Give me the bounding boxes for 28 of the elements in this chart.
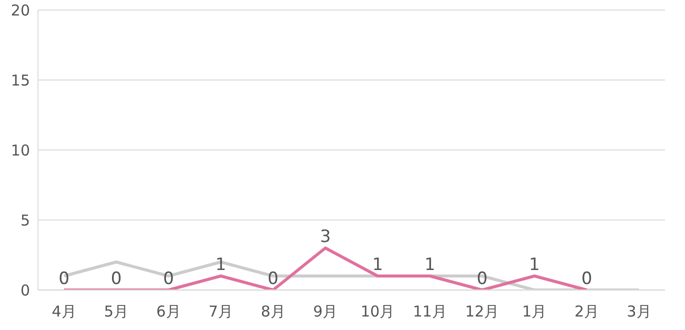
y-tick-label: 10	[10, 141, 30, 160]
x-tick-label: 9月	[313, 302, 338, 321]
data-label: 0	[476, 269, 488, 289]
x-tick-label: 7月	[208, 302, 234, 321]
data-label: 1	[424, 255, 436, 275]
data-label: 0	[268, 269, 279, 289]
data-label: 0	[581, 269, 592, 289]
y-tick-label: 5	[20, 211, 30, 230]
data-label: 0	[58, 269, 70, 289]
data-label: 1	[372, 255, 384, 275]
y-tick-label: 20	[10, 1, 30, 20]
x-tick-label: 3月	[626, 302, 652, 321]
x-tick-label: 2月	[574, 302, 599, 321]
data-label: 0	[163, 269, 174, 289]
x-tick-label: 6月	[156, 302, 181, 321]
x-tick-label: 10月	[360, 302, 395, 321]
x-tick-label: 5月	[104, 302, 129, 321]
y-tick-label: 15	[10, 71, 30, 90]
data-label: 1	[215, 255, 226, 275]
data-label: 1	[529, 255, 540, 275]
x-tick-label: 12月	[465, 302, 500, 321]
x-tick-label: 11月	[412, 302, 447, 321]
x-tick-label: 1月	[522, 302, 547, 321]
x-tick-label: 4月	[52, 302, 76, 321]
y-tick-label: 0	[20, 281, 30, 300]
x-tick-label: 8月	[260, 302, 286, 321]
data-label: 3	[320, 227, 331, 247]
data-label: 0	[110, 269, 122, 289]
